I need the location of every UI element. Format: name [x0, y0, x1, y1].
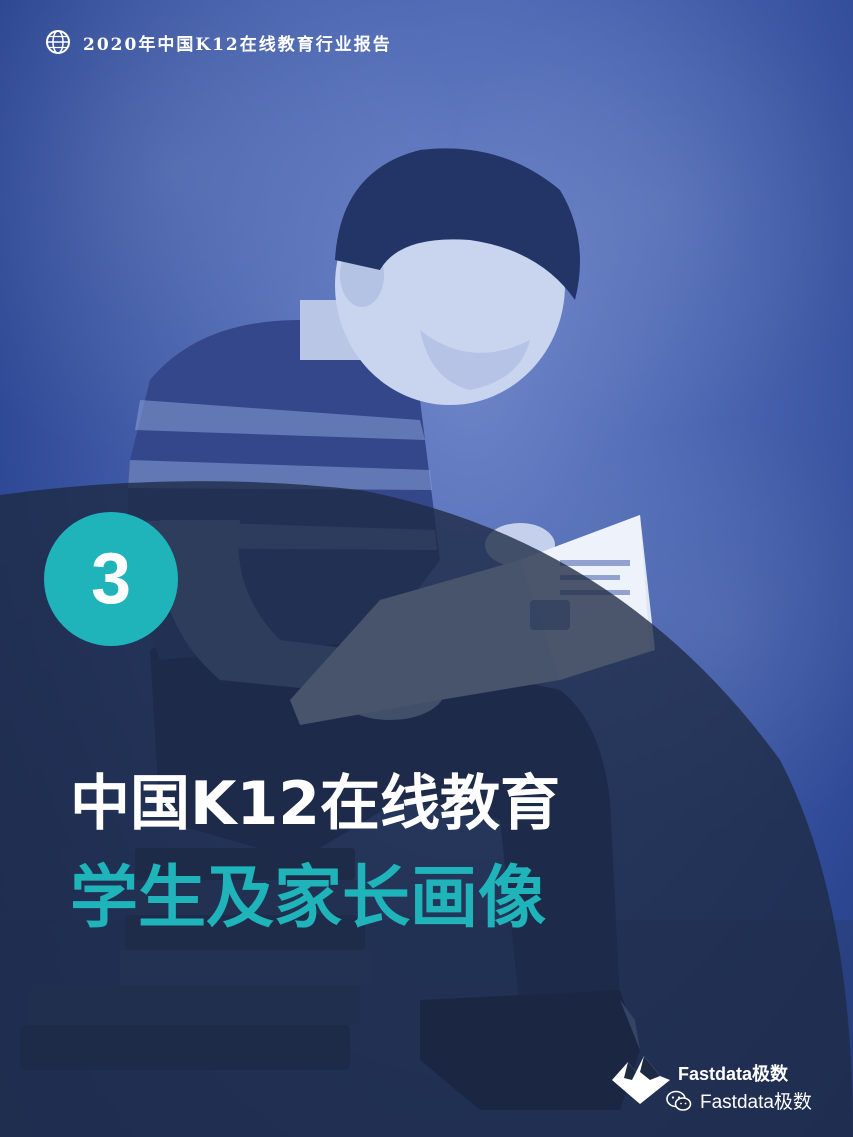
brand-watermark: Fastdata极数 Fastdata极数: [610, 1040, 840, 1120]
wechat-account: Fastdata极数: [666, 1087, 812, 1114]
chapter-number-badge: 3: [44, 512, 178, 646]
report-header: 2020年中国K12在线教育行业报告: [45, 28, 392, 56]
wechat-icon: [666, 1090, 692, 1111]
report-title: 2020年中国K12在线教育行业报告: [83, 34, 392, 55]
section-title-line1: 中国K12在线教育: [70, 769, 560, 839]
section-title-line2: 学生及家长画像: [70, 859, 547, 938]
chapter-number: 3: [90, 539, 132, 619]
globe-icon: [46, 30, 70, 54]
wechat-account-name: Fastdata极数: [700, 1092, 812, 1113]
fastdata-logo-icon: [612, 1056, 670, 1104]
brand-logo-text: Fastdata极数: [678, 1064, 789, 1084]
